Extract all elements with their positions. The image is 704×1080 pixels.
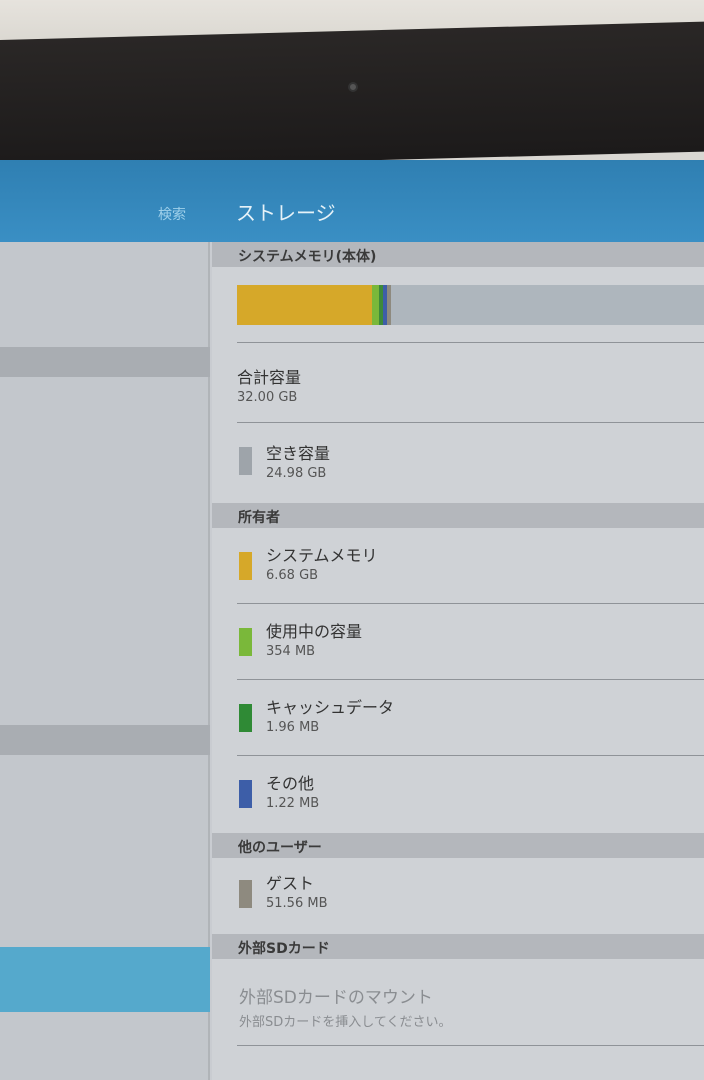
section-owner: 所有者 bbox=[212, 503, 704, 528]
menu-section-header bbox=[0, 347, 210, 377]
usage-segment bbox=[382, 285, 388, 325]
mount-sd-row[interactable]: 外部SDカードのマウント 外部SDカードを挿入してください。 bbox=[212, 959, 704, 1044]
usage-segment bbox=[237, 285, 372, 325]
page-title: ストレージ bbox=[236, 201, 336, 225]
owner-item-row[interactable]: 使用中の容量 354 MB bbox=[212, 604, 704, 680]
owner-color-swatch bbox=[239, 628, 252, 656]
divider bbox=[237, 755, 704, 756]
owner-item-row[interactable]: その他 1.22 MB bbox=[212, 756, 704, 832]
divider bbox=[237, 679, 704, 680]
usage-segment bbox=[387, 285, 392, 325]
owner-item-value: 1.22 MB bbox=[266, 796, 320, 811]
section-other-users: 他のユーザー bbox=[212, 833, 704, 858]
storage-usage-bar bbox=[237, 285, 704, 325]
free-value: 24.98 GB bbox=[266, 466, 327, 481]
guest-row[interactable]: ゲスト 51.56 MB bbox=[212, 858, 704, 934]
device-bezel bbox=[0, 21, 704, 171]
section-system-memory: システムメモリ(本体) bbox=[212, 242, 704, 267]
action-bar: 検索 ストレージ bbox=[0, 160, 704, 242]
total-value: 32.00 GB bbox=[237, 390, 298, 405]
total-capacity-row: 合計容量 32.00 GB bbox=[212, 342, 704, 422]
free-space-row[interactable]: 空き容量 24.98 GB bbox=[212, 422, 704, 502]
owner-item-value: 6.68 GB bbox=[266, 568, 319, 583]
divider bbox=[237, 342, 704, 343]
mount-sd-sub: 外部SDカードを挿入してください。 bbox=[239, 1015, 452, 1030]
screen: 検索 ストレージ システムメモリ(本体) 合計容量 32.00 GB 空き容量 … bbox=[0, 160, 704, 1080]
mount-sd-label: 外部SDカードのマウント bbox=[239, 988, 433, 1008]
free-color-swatch bbox=[239, 447, 252, 475]
free-label: 空き容量 bbox=[266, 444, 331, 463]
usage-segment bbox=[378, 285, 383, 325]
menu-item-selected[interactable] bbox=[0, 947, 210, 1012]
guest-color-swatch bbox=[239, 880, 252, 908]
usage-segment bbox=[371, 285, 379, 325]
owner-color-swatch bbox=[239, 552, 252, 580]
total-label: 合計容量 bbox=[237, 368, 302, 387]
divider bbox=[237, 603, 704, 604]
owner-item-label: システムメモリ bbox=[266, 546, 378, 565]
owner-item-row[interactable]: キャッシュデータ 1.96 MB bbox=[212, 680, 704, 756]
usage-segment bbox=[391, 285, 704, 325]
divider bbox=[237, 1045, 704, 1046]
owner-color-swatch bbox=[239, 780, 252, 808]
owner-item-label: 使用中の容量 bbox=[266, 622, 363, 641]
guest-value: 51.56 MB bbox=[266, 896, 328, 911]
storage-pane: システムメモリ(本体) 合計容量 32.00 GB 空き容量 24.98 GB … bbox=[212, 242, 704, 1080]
section-sd-card: 外部SDカード bbox=[212, 934, 704, 959]
owner-item-row[interactable]: システムメモリ 6.68 GB bbox=[212, 528, 704, 604]
owner-item-label: キャッシュデータ bbox=[266, 698, 395, 717]
menu-section-header bbox=[0, 725, 210, 755]
owner-item-value: 354 MB bbox=[266, 644, 316, 659]
owner-item-label: その他 bbox=[266, 774, 315, 793]
divider bbox=[237, 422, 704, 423]
settings-menu-pane[interactable] bbox=[0, 242, 210, 1080]
owner-item-value: 1.96 MB bbox=[266, 720, 320, 735]
owner-color-swatch bbox=[239, 704, 252, 732]
search-button[interactable]: 検索 bbox=[158, 207, 186, 223]
camera-icon bbox=[348, 82, 358, 92]
guest-label: ゲスト bbox=[266, 874, 315, 893]
